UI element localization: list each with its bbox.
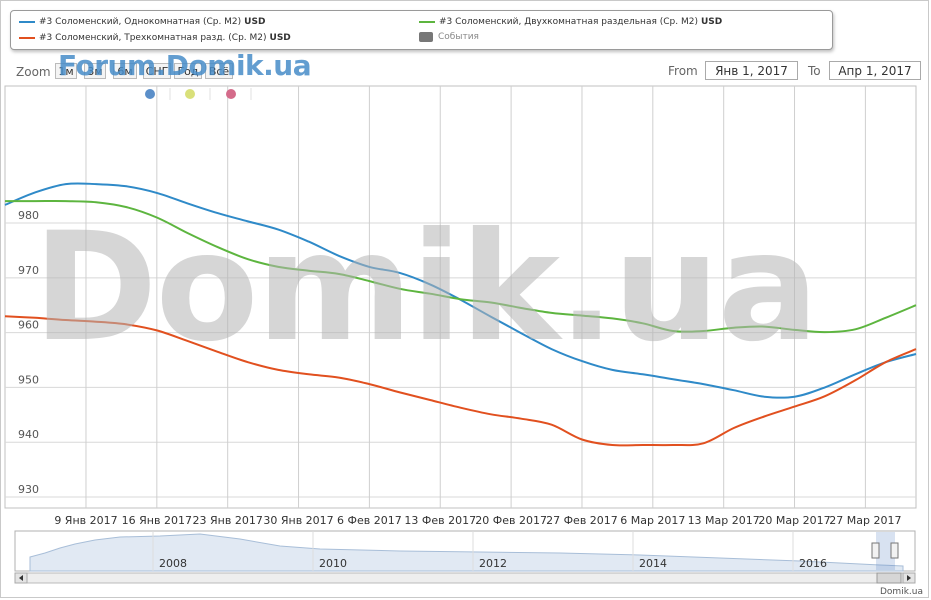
legend-swatch bbox=[419, 21, 435, 23]
from-date-input[interactable]: Янв 1, 2017 bbox=[705, 61, 798, 80]
legend-unit: USD bbox=[269, 33, 291, 43]
legend-item-2room[interactable]: #3 Соломенский, Двухкомнатная раздельная… bbox=[419, 17, 722, 27]
zoom-button-ytd[interactable]: СНГ bbox=[143, 63, 171, 79]
chevron-left-icon bbox=[19, 575, 23, 581]
to-date-input[interactable]: Апр 1, 2017 bbox=[829, 61, 921, 80]
zoom-button-3m[interactable]: 3м bbox=[84, 63, 106, 79]
chevron-right-icon bbox=[907, 575, 911, 581]
legend-item-3room[interactable]: #3 Соломенский, Трехкомнатная разд. (Ср.… bbox=[19, 33, 291, 43]
to-label: To bbox=[808, 64, 821, 78]
zoom-button-year[interactable]: Год bbox=[174, 63, 202, 79]
legend-label: #3 Соломенский, Однокомнатная (Ср. М2) bbox=[39, 17, 242, 27]
navigator-area bbox=[29, 533, 904, 572]
zoom-button-6m[interactable]: 6м bbox=[113, 63, 137, 79]
zoom-button-1m[interactable]: 1м bbox=[55, 63, 77, 79]
navigator-year-label: 2008 bbox=[159, 557, 187, 570]
navigator-year-label: 2010 bbox=[319, 557, 347, 570]
legend-unit: USD bbox=[244, 17, 266, 27]
legend-item-1room[interactable]: #3 Соломенский, Однокомнатная (Ср. М2) U… bbox=[19, 17, 265, 27]
legend-swatch bbox=[19, 21, 35, 23]
legend-label: #3 Соломенский, Трехкомнатная разд. (Ср.… bbox=[39, 33, 267, 43]
navigator-year-label: 2016 bbox=[799, 557, 827, 570]
zoom-label: Zoom bbox=[16, 65, 51, 79]
scrollbar-thumb[interactable] bbox=[876, 572, 902, 584]
navigator-left-handle[interactable] bbox=[871, 542, 880, 559]
zoom-button-all[interactable]: Всё bbox=[205, 63, 233, 79]
legend-label: События bbox=[438, 32, 479, 42]
legend-swatch bbox=[419, 32, 433, 42]
navigator-year-label: 2014 bbox=[639, 557, 667, 570]
from-label: From bbox=[668, 64, 698, 78]
credit-label: Domik.ua bbox=[880, 587, 923, 597]
legend-unit: USD bbox=[700, 17, 723, 27]
navigator-window[interactable] bbox=[876, 532, 895, 570]
chart-legend: #3 Соломенский, Однокомнатная (Ср. М2) U… bbox=[10, 10, 833, 50]
navigator-scrollbar-track[interactable] bbox=[14, 572, 916, 584]
legend-label: #3 Соломенский, Двухкомнатная раздельная… bbox=[439, 17, 698, 27]
legend-swatch bbox=[19, 37, 35, 39]
navigator-year-label: 2012 bbox=[479, 557, 507, 570]
navigator-right-handle[interactable] bbox=[890, 542, 899, 559]
legend-item-events[interactable]: События bbox=[419, 32, 479, 42]
